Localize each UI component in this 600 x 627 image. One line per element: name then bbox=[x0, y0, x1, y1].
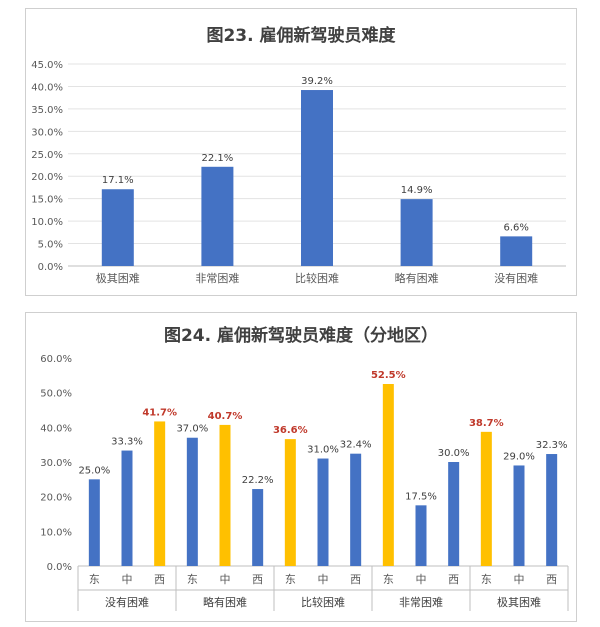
bar bbox=[88, 479, 100, 566]
y-tick-label: 15.0% bbox=[31, 195, 63, 206]
x-tick-label: 没有困难 bbox=[494, 271, 538, 285]
sub-category-label: 西 bbox=[448, 573, 459, 586]
x-tick-label: 略有困难 bbox=[395, 271, 439, 285]
bar bbox=[350, 453, 362, 566]
y-tick-label: 5.0% bbox=[38, 240, 63, 251]
y-tick-label: 10.0% bbox=[31, 217, 63, 228]
data-label: 30.0% bbox=[438, 448, 470, 459]
sub-category-label: 西 bbox=[154, 573, 165, 586]
chart-23-title: 图23. 雇佣新驾驶员难度 bbox=[206, 26, 396, 46]
x-tick-label: 极其困难 bbox=[96, 271, 140, 285]
group-label: 非常困难 bbox=[399, 596, 443, 609]
y-tick-label: 30.0% bbox=[40, 458, 72, 469]
y-tick-label: 10.0% bbox=[40, 527, 72, 538]
sub-category-label: 西 bbox=[546, 573, 557, 586]
bar bbox=[186, 437, 198, 566]
bar bbox=[219, 424, 231, 566]
bar bbox=[201, 166, 234, 266]
bar bbox=[448, 462, 460, 566]
y-tick-label: 40.0% bbox=[40, 423, 72, 434]
data-label: 29.0% bbox=[503, 451, 535, 462]
y-tick-label: 20.0% bbox=[31, 172, 63, 183]
data-label: 17.1% bbox=[102, 175, 134, 186]
sub-category-label: 中 bbox=[220, 573, 231, 586]
sub-category-label: 西 bbox=[252, 573, 263, 586]
data-label: 33.3% bbox=[111, 437, 143, 448]
x-tick-label: 非常困难 bbox=[195, 272, 239, 285]
y-tick-label: 50.0% bbox=[40, 389, 72, 400]
bar bbox=[317, 458, 329, 566]
data-label: 37.0% bbox=[176, 424, 208, 435]
bar bbox=[513, 465, 525, 566]
bar bbox=[121, 450, 133, 566]
sub-category-label: 中 bbox=[514, 573, 525, 586]
bar bbox=[382, 384, 394, 566]
sub-category-label: 中 bbox=[318, 573, 329, 586]
chart-23-panel: 图23. 雇佣新驾驶员难度 0.0% 5.0% 10.0% 15.0% 20.0% 25.… bbox=[25, 8, 577, 296]
bar bbox=[500, 236, 533, 266]
sub-category-label: 东 bbox=[89, 573, 100, 586]
data-label: 14.9% bbox=[401, 185, 433, 196]
bar bbox=[480, 431, 492, 566]
bar bbox=[284, 439, 296, 566]
bar bbox=[415, 505, 427, 566]
y-tick-label: 0.0% bbox=[38, 262, 63, 273]
sub-category-label: 东 bbox=[481, 573, 492, 586]
chart-24-panel: 图24. 雇佣新驾驶员难度（分地区） 0.0% 10.0% 20.0% 30.0% 40… bbox=[25, 312, 577, 622]
data-label: 39.2% bbox=[301, 76, 333, 87]
data-label: 32.3% bbox=[536, 440, 568, 451]
y-tick-label: 40.0% bbox=[31, 82, 63, 93]
y-tick-label: 35.0% bbox=[31, 105, 63, 116]
group-label: 略有困难 bbox=[203, 595, 247, 609]
data-label: 6.6% bbox=[503, 222, 528, 233]
sub-category-label: 东 bbox=[383, 573, 394, 586]
bar bbox=[252, 489, 264, 566]
bar bbox=[301, 90, 333, 266]
data-label: 22.2% bbox=[242, 475, 274, 486]
chart-24-title: 图24. 雇佣新驾驶员难度（分地区） bbox=[163, 326, 439, 346]
sub-category-label: 西 bbox=[350, 573, 361, 586]
y-tick-label: 20.0% bbox=[40, 493, 72, 504]
data-label: 22.1% bbox=[202, 153, 234, 164]
bar bbox=[101, 189, 134, 266]
chart-23-plot: 0.0% 5.0% 10.0% 15.0% 20.0% 25.0% 30.0% 35.0% 40… bbox=[31, 60, 566, 285]
data-label: 40.7% bbox=[208, 411, 243, 422]
group-label: 极其困难 bbox=[497, 595, 541, 609]
y-tick-label: 25.0% bbox=[31, 150, 63, 161]
sub-category-label: 东 bbox=[285, 573, 296, 586]
y-tick-label: 60.0% bbox=[40, 354, 72, 365]
bar bbox=[546, 454, 558, 566]
group-label: 没有困难 bbox=[105, 595, 149, 609]
sub-category-label: 中 bbox=[416, 573, 427, 586]
bar bbox=[400, 199, 433, 266]
group-label: 比较困难 bbox=[301, 595, 345, 609]
bar bbox=[154, 421, 166, 566]
data-label: 52.5% bbox=[371, 370, 406, 381]
data-label: 31.0% bbox=[307, 445, 339, 456]
data-label: 41.7% bbox=[142, 407, 177, 418]
data-label: 38.7% bbox=[469, 418, 504, 429]
data-label: 25.0% bbox=[78, 465, 110, 476]
sub-category-label: 中 bbox=[122, 573, 133, 586]
data-label: 36.6% bbox=[273, 425, 308, 436]
y-tick-label: 30.0% bbox=[31, 127, 63, 138]
sub-category-label: 东 bbox=[187, 573, 198, 586]
x-tick-label: 比较困难 bbox=[295, 271, 339, 285]
y-tick-label: 0.0% bbox=[47, 562, 72, 573]
chart-24-plot: 0.0% 10.0% 20.0% 30.0% 40.0% 50.0% 60.0% 25.0% 东… bbox=[40, 354, 569, 611]
data-label: 32.4% bbox=[340, 440, 372, 451]
data-label: 17.5% bbox=[405, 491, 437, 502]
y-tick-label: 45.0% bbox=[31, 60, 63, 71]
